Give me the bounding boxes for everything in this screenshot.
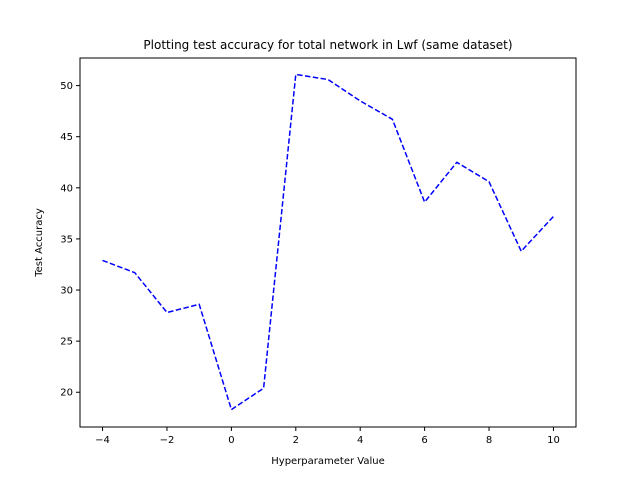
x-tick-label: 6 bbox=[421, 435, 427, 446]
x-tick-label: 8 bbox=[486, 435, 492, 446]
plot-area-frame bbox=[79, 57, 577, 428]
y-tick-label: 30 bbox=[60, 286, 73, 297]
y-tick-label: 20 bbox=[60, 388, 73, 399]
x-tick-label: −2 bbox=[160, 435, 175, 446]
y-tick-label: 45 bbox=[60, 132, 73, 143]
x-tick-label: −4 bbox=[95, 435, 110, 446]
series-layer bbox=[102, 73, 555, 411]
x-tick-label: 2 bbox=[293, 435, 299, 446]
series-line bbox=[102, 73, 555, 411]
x-tick-label: 4 bbox=[357, 435, 363, 446]
y-tick-label: 35 bbox=[60, 234, 73, 245]
y-axis-ticks: 20 25 30 35 40 45 50 bbox=[60, 81, 80, 399]
x-axis-label: Hyperparameter Value bbox=[271, 456, 384, 467]
y-tick-label: 25 bbox=[60, 337, 73, 348]
chart-title: Plotting test accuracy for total network… bbox=[143, 38, 512, 52]
x-tick-label: 10 bbox=[547, 435, 560, 446]
x-tick-label: 0 bbox=[228, 435, 234, 446]
y-tick-label: 40 bbox=[60, 183, 73, 194]
y-axis-label: Test Accuracy bbox=[34, 208, 45, 278]
x-axis-ticks: −4 −2 0 2 4 6 8 10 bbox=[95, 427, 560, 446]
y-tick-label: 50 bbox=[60, 81, 73, 92]
